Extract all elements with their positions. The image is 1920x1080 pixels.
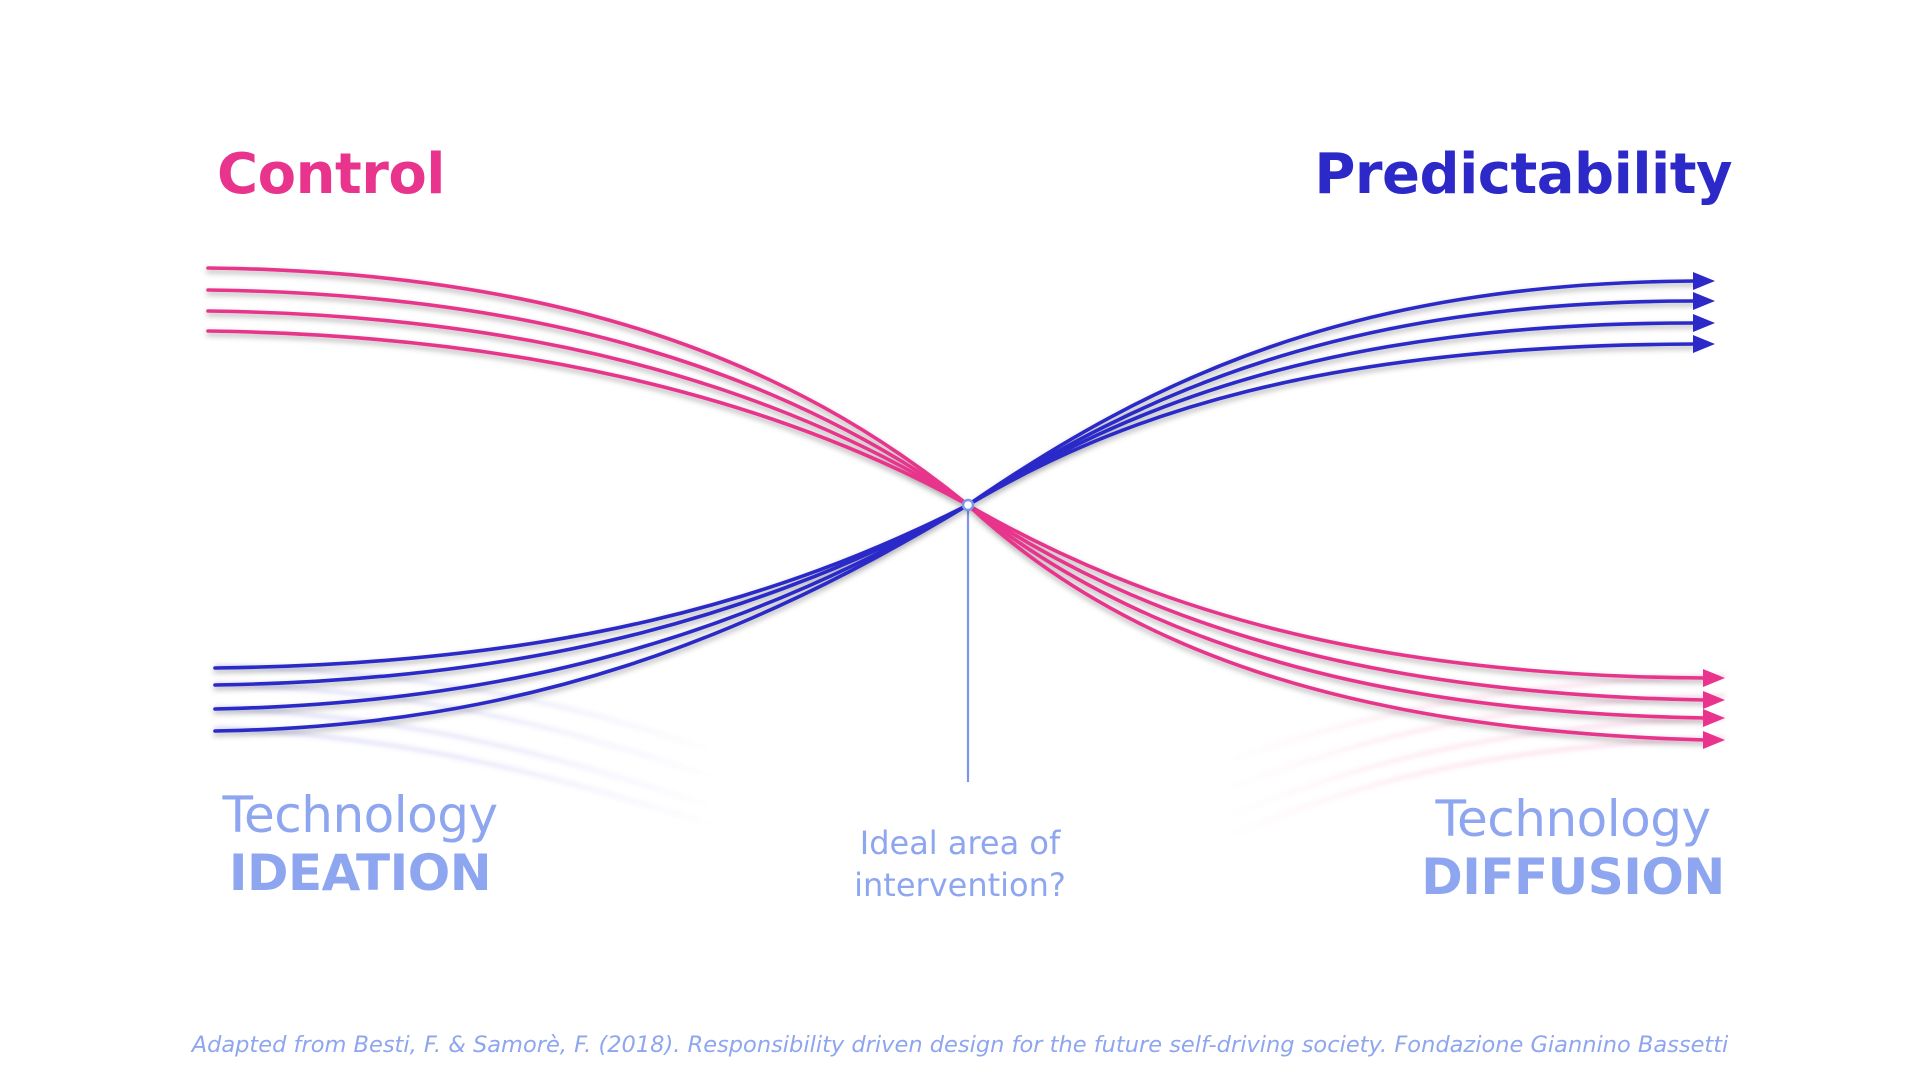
predictability-arrowheads (1693, 272, 1715, 353)
arrowhead (1703, 709, 1725, 727)
ideation-label-top: Technology (222, 786, 498, 844)
arrowhead (1703, 731, 1725, 749)
arrowhead (1703, 691, 1725, 709)
control-curves (206, 266, 1707, 742)
ghost-blue-curve (214, 682, 716, 780)
control-curve (206, 266, 1707, 680)
control-heading: Control (217, 142, 446, 207)
ghost-pink-curve (1224, 694, 1726, 792)
arrowhead (1693, 335, 1715, 353)
ghost-blue-curve (214, 726, 716, 828)
technology-ideation-label: Technology IDEATION (180, 786, 540, 902)
predictability-curve (213, 342, 1697, 733)
technology-diffusion-label: Technology DIFFUSION (1393, 790, 1753, 906)
crossing-point (961, 498, 975, 512)
ghost-pink-curve (1224, 716, 1726, 820)
arrowhead (1693, 314, 1715, 332)
ideal-intervention-label: Ideal area of intervention? (810, 822, 1110, 906)
predictability-curve (213, 321, 1697, 711)
intervention-line-2: intervention? (854, 866, 1066, 904)
ideation-label-bottom: IDEATION (228, 844, 492, 902)
ghost-pink-curve (1224, 736, 1726, 840)
predictability-heading: Predictability (1314, 142, 1732, 207)
arrowhead (1693, 292, 1715, 310)
control-curve (206, 329, 1707, 742)
control-arrowheads (1703, 669, 1725, 749)
ghost-blue-curve (214, 664, 716, 754)
diffusion-label-top: Technology (1435, 790, 1711, 848)
ghost-blue-curve (214, 706, 716, 810)
predictability-curve (213, 279, 1697, 670)
intervention-line-1: Ideal area of (859, 824, 1061, 862)
control-curve (206, 288, 1707, 702)
arrowhead (1693, 272, 1715, 290)
arrowhead (1703, 669, 1725, 687)
source-citation: Adapted from Besti, F. & Samorè, F. (201… (191, 1032, 1729, 1058)
diffusion-label-bottom: DIFFUSION (1421, 848, 1725, 906)
